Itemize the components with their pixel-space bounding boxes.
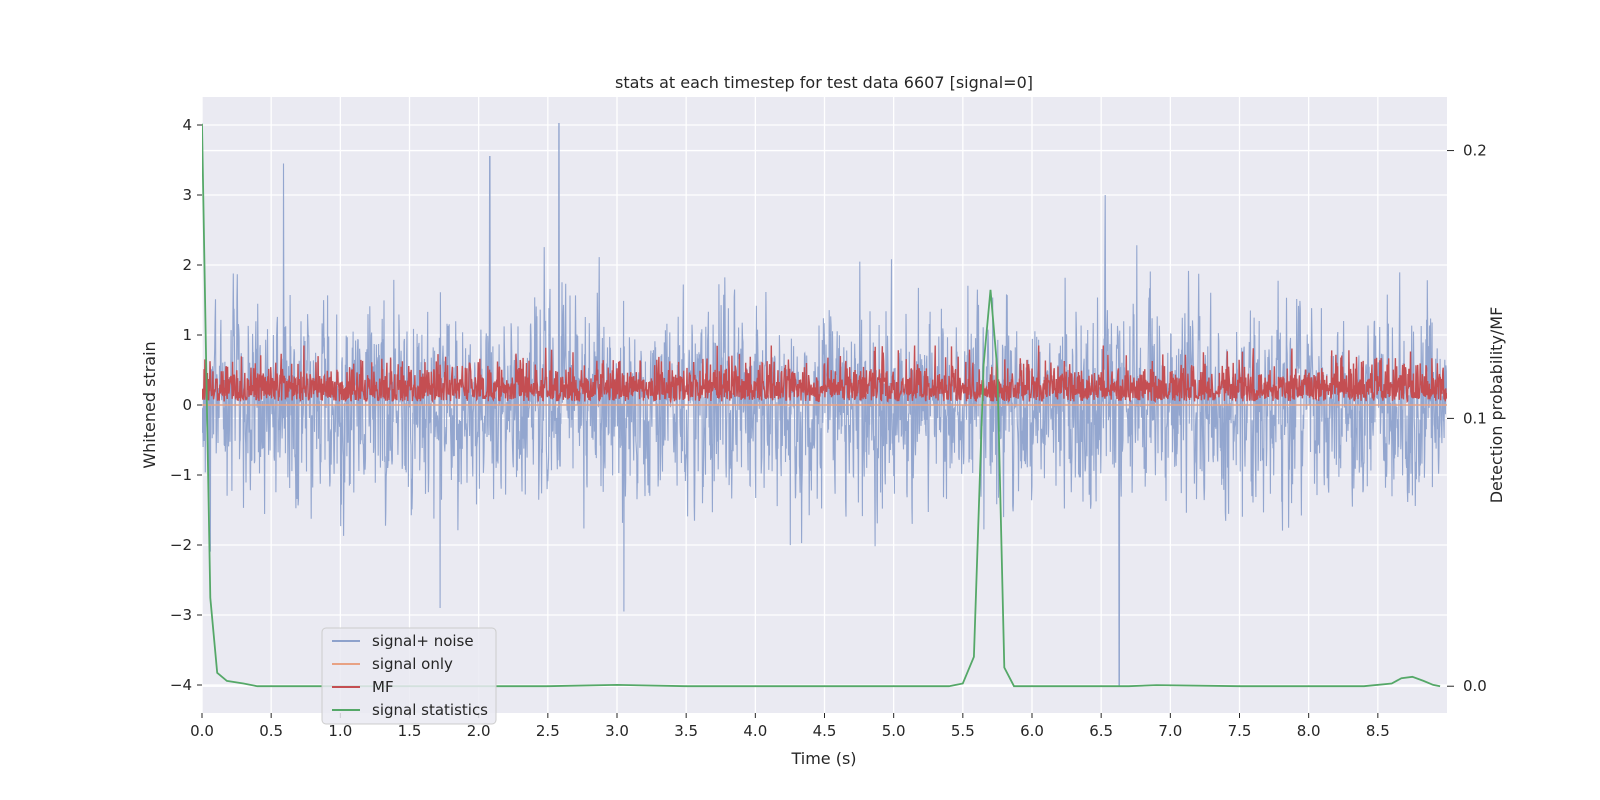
- x-tick-label: 7.5: [1228, 722, 1252, 740]
- legend-box: [321, 627, 497, 725]
- legend-label: signal only: [372, 655, 453, 673]
- x-tick-label: 4.0: [743, 722, 767, 740]
- x-tick-label: 8.0: [1297, 722, 1321, 740]
- x-tick-label: 2.5: [536, 722, 560, 740]
- y2-tick-label: 0.2: [1463, 142, 1487, 160]
- x-tick-label: 1.0: [328, 722, 352, 740]
- x-tick-label: 2.0: [467, 722, 491, 740]
- y-tick-label: −2: [170, 536, 192, 554]
- series-line-signal-statistics: [202, 123, 1441, 688]
- x-tick-label: 6.0: [1020, 722, 1044, 740]
- legend: signal+ noise signal only MF signal statist…: [321, 627, 497, 725]
- x-tick-label: 3.5: [674, 722, 698, 740]
- chart-title: stats at each timestep for test data 660…: [615, 73, 1033, 92]
- legend-label: MF: [372, 678, 394, 696]
- y-tick-label: 4: [182, 116, 192, 134]
- x-tick-label: 3.0: [605, 722, 629, 740]
- x-tick-label: 5.0: [882, 722, 906, 740]
- series-line-mf: [202, 345, 1447, 404]
- y2-tick-label: 0.1: [1463, 409, 1487, 427]
- x-tick-label: 5.5: [951, 722, 975, 740]
- axes-layer: 0.0 0.5 1.0 1.5 2.0 2.5 3.0 3.5 4.0 4.5 5.0 5.5 6.0 6…: [170, 116, 1487, 740]
- x-tick-label: 6.5: [1089, 722, 1113, 740]
- y-tick-label: 1: [182, 326, 192, 344]
- x-axis-label: Time (s): [790, 749, 856, 768]
- x-tick-label: 7.0: [1158, 722, 1182, 740]
- series-layer: [202, 123, 1447, 688]
- x-tick-label: 0.5: [259, 722, 283, 740]
- y2-tick-label: 0.0: [1463, 677, 1487, 695]
- legend-label: signal+ noise: [372, 632, 474, 650]
- x-tick-label: 0.0: [190, 722, 214, 740]
- y-tick-label: −4: [170, 676, 192, 694]
- y-tick-label: 2: [182, 256, 192, 274]
- y-axis-label: Whitened strain: [140, 341, 159, 468]
- x-tick-label: 4.5: [813, 722, 837, 740]
- x-tick-label: 1.5: [398, 722, 422, 740]
- legend-label: signal statistics: [372, 701, 488, 719]
- y-tick-label: 3: [182, 186, 192, 204]
- y-tick-label: −1: [170, 466, 192, 484]
- x-tick-label: 8.5: [1366, 722, 1390, 740]
- y2-axis-label: Detection probability/MF: [1487, 307, 1506, 504]
- y-tick-label: −3: [170, 606, 192, 624]
- y-tick-label: 0: [182, 396, 192, 414]
